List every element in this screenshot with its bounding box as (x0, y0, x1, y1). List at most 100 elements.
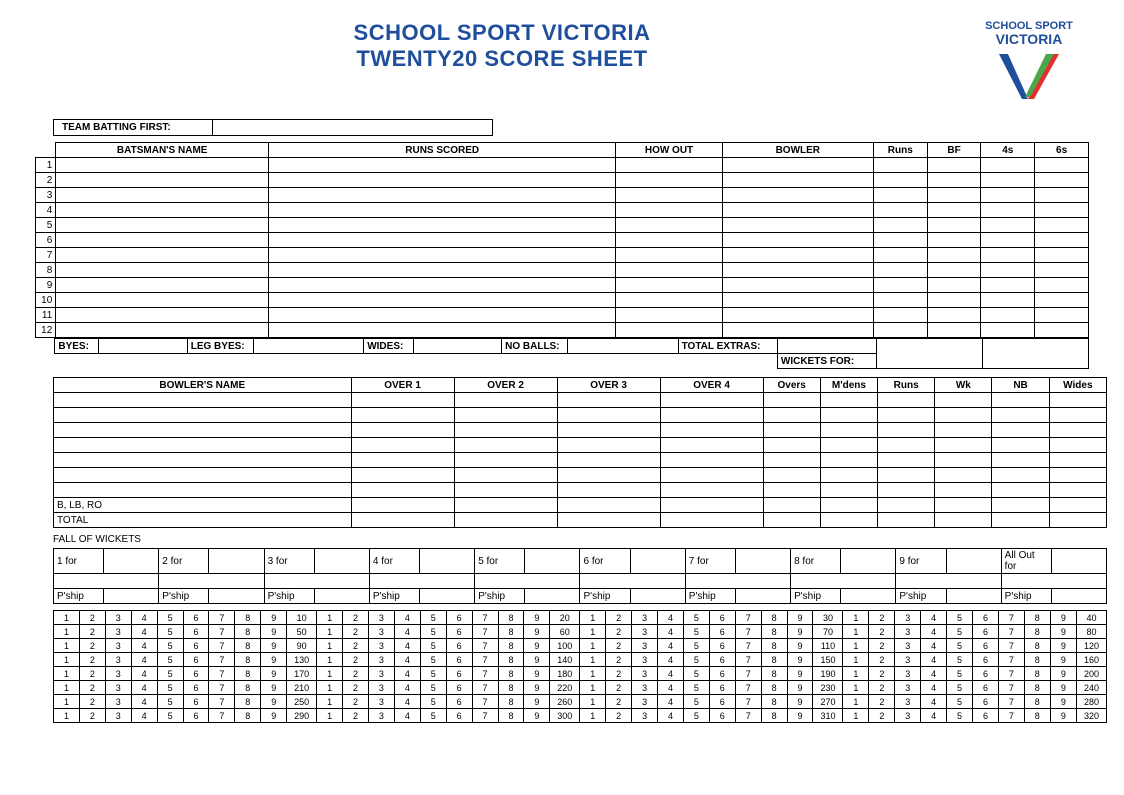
bf-cell (927, 248, 981, 263)
pship-label: P'ship (159, 589, 209, 604)
tally-cell: 6 (973, 695, 999, 709)
tally-cell: 9 (261, 709, 287, 723)
tally-cell: 2 (606, 667, 632, 681)
tally-total-cell: 300 (550, 709, 580, 723)
tally-cell: 6 (446, 611, 472, 625)
tally-total-cell: 320 (1077, 709, 1107, 723)
fow-value-cell (946, 549, 1001, 574)
runs-cell (873, 293, 927, 308)
tally-cell: 6 (183, 667, 209, 681)
bowling-cell (351, 483, 454, 498)
tally-cell: 2 (606, 639, 632, 653)
runs-scored-cell (269, 248, 616, 263)
bowling-cell (351, 438, 454, 453)
noballs-label: NO BALLS: (502, 339, 568, 354)
tally-total-cell: 170 (287, 667, 317, 681)
tally-cell: 6 (709, 639, 735, 653)
tally-cell: 9 (524, 681, 550, 695)
tally-cell: 7 (209, 625, 235, 639)
pship-value (209, 589, 264, 604)
bowling-cell (351, 393, 454, 408)
tally-cell: 8 (761, 709, 787, 723)
tally-cell: 5 (157, 667, 183, 681)
tally-cell: 4 (658, 681, 684, 695)
tally-cell: 3 (368, 695, 394, 709)
tally-cell: 9 (1050, 639, 1076, 653)
tally-total-cell: 80 (1077, 625, 1107, 639)
tally-cell: 2 (606, 611, 632, 625)
col-runs: Runs (873, 143, 927, 158)
tally-total-cell: 60 (550, 625, 580, 639)
wides-value (413, 339, 501, 354)
tally-cell: 2 (869, 625, 895, 639)
tally-cell: 5 (157, 695, 183, 709)
pship-value (1051, 589, 1106, 604)
tally-cell: 5 (947, 709, 973, 723)
tally-cell: 6 (446, 695, 472, 709)
bowling-cell (351, 453, 454, 468)
tally-cell: 2 (343, 681, 369, 695)
tally-cell: 2 (869, 709, 895, 723)
tally-cell: 8 (761, 695, 787, 709)
tally-cell: 2 (606, 709, 632, 723)
title-line-2: TWENTY20 SCORE SHEET (35, 46, 969, 72)
tally-total-cell: 230 (813, 681, 843, 695)
tally-cell: 4 (658, 639, 684, 653)
fow-label-cell: 1 for (54, 549, 104, 574)
row-number: 8 (36, 263, 56, 278)
tally-cell: 7 (998, 667, 1024, 681)
bowling-cell (54, 483, 352, 498)
tally-cell: 1 (54, 625, 80, 639)
tally-cell: 3 (895, 611, 921, 625)
bowling-cell (763, 423, 820, 438)
pship-value (946, 589, 1001, 604)
bowling-cell (820, 438, 877, 453)
logo: SCHOOL SPORT VICTORIA (969, 20, 1089, 109)
pship-label: P'ship (54, 589, 104, 604)
bowling-cell (935, 393, 992, 408)
tally-cell: 7 (209, 639, 235, 653)
6s-cell (1035, 233, 1089, 248)
bowling-cell (992, 453, 1049, 468)
tally-cell: 6 (446, 681, 472, 695)
tally-cell: 5 (157, 639, 183, 653)
row-number: 6 (36, 233, 56, 248)
tally-row: 1234567892901234567893001234567893101234… (54, 709, 1107, 723)
tally-cell: 6 (973, 709, 999, 723)
tally-cell: 8 (235, 709, 261, 723)
runs-scored-cell (269, 323, 616, 338)
tally-cell: 5 (157, 653, 183, 667)
bowling-cell (54, 468, 352, 483)
bowling-cell (763, 468, 820, 483)
tally-cell: 2 (343, 695, 369, 709)
byes-label: BYES: (55, 339, 99, 354)
pship-value (735, 589, 790, 604)
runs-cell (873, 233, 927, 248)
fow-label-cell: 6 for (580, 549, 630, 574)
tally-cell: 5 (947, 625, 973, 639)
bf-cell (927, 158, 981, 173)
bowling-cell (1049, 408, 1106, 423)
tally-cell: 9 (1050, 695, 1076, 709)
bowler-cell (722, 158, 873, 173)
howout-cell (616, 248, 722, 263)
tally-cell: 2 (606, 653, 632, 667)
pship-value (314, 589, 369, 604)
tally-cell: 6 (183, 611, 209, 625)
bowler-cell (722, 248, 873, 263)
tally-cell: 1 (54, 709, 80, 723)
tally-cell: 4 (658, 625, 684, 639)
tally-cell: 7 (735, 695, 761, 709)
tally-cell: 8 (498, 681, 524, 695)
tally-cell: 4 (394, 611, 420, 625)
tally-cell: 2 (343, 653, 369, 667)
tally-table: 1234567891012345678920123456789301234567… (53, 610, 1107, 723)
tally-total-cell: 140 (550, 653, 580, 667)
tally-cell: 8 (1024, 709, 1050, 723)
bowling-cell (660, 468, 763, 483)
tally-cell: 8 (498, 667, 524, 681)
bowling-cell (992, 438, 1049, 453)
row-number: 1 (36, 158, 56, 173)
bowling-cell (660, 408, 763, 423)
tally-cell: 9 (524, 611, 550, 625)
